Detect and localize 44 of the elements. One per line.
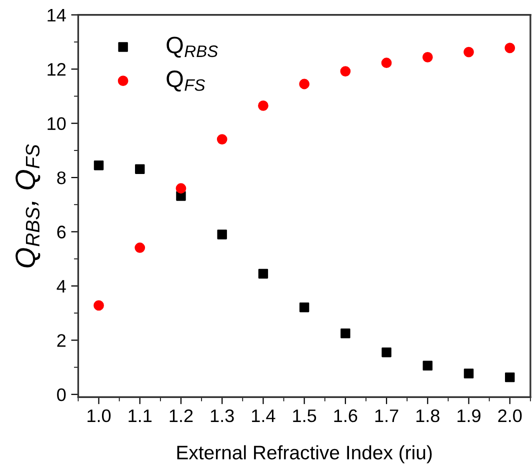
y-tick-label: 10 xyxy=(48,117,66,130)
point xyxy=(258,268,268,279)
x-axis-title: External Refractive Index (riu) xyxy=(177,445,432,464)
x-tick-label: 1.9 xyxy=(458,409,480,422)
y-axis-title: Q$_{RBS}$, Q$_{FS}$ xyxy=(16,144,40,268)
point xyxy=(464,46,474,58)
point xyxy=(382,348,392,358)
y-tick-label: 14 xyxy=(48,9,66,22)
y-tick-label: 8 xyxy=(57,171,66,184)
point xyxy=(299,78,310,90)
legend-label: Q$_{RBS}$ xyxy=(166,36,218,58)
x-tick-label: 1.7 xyxy=(375,410,398,422)
point xyxy=(504,372,515,382)
point xyxy=(134,242,146,253)
point xyxy=(464,368,474,378)
point xyxy=(299,302,310,312)
y-tick-label: 2 xyxy=(57,334,66,347)
point xyxy=(340,66,351,76)
x-tick-label: 1.8 xyxy=(416,409,440,422)
point xyxy=(216,134,228,145)
x-tick-label: 1.2 xyxy=(170,409,193,422)
point xyxy=(340,328,350,338)
point xyxy=(504,42,516,54)
point xyxy=(422,360,432,371)
y-tick-label: 12 xyxy=(48,63,66,76)
x-tick-label: 1.6 xyxy=(334,409,358,422)
x-tick-label: 1.1 xyxy=(128,410,152,422)
y-tick-label: 6 xyxy=(57,226,66,238)
x-tick-label: 1.4 xyxy=(252,410,276,422)
legend-label: Q$_{FS}$ xyxy=(166,70,206,92)
x-tick-label: 1.5 xyxy=(293,410,316,422)
y-tick-label: 4 xyxy=(56,280,66,293)
x-tick-label: 1.3 xyxy=(210,409,234,422)
point xyxy=(94,300,104,311)
point xyxy=(381,58,392,68)
x-tick-label: 2.0 xyxy=(498,409,522,422)
point xyxy=(217,230,227,240)
point xyxy=(422,52,433,62)
point xyxy=(135,164,145,174)
x-tick-label: 1.0 xyxy=(88,409,111,422)
point xyxy=(94,160,104,170)
y-tick-label: 0 xyxy=(57,388,66,402)
point xyxy=(176,183,186,194)
point xyxy=(258,100,268,111)
